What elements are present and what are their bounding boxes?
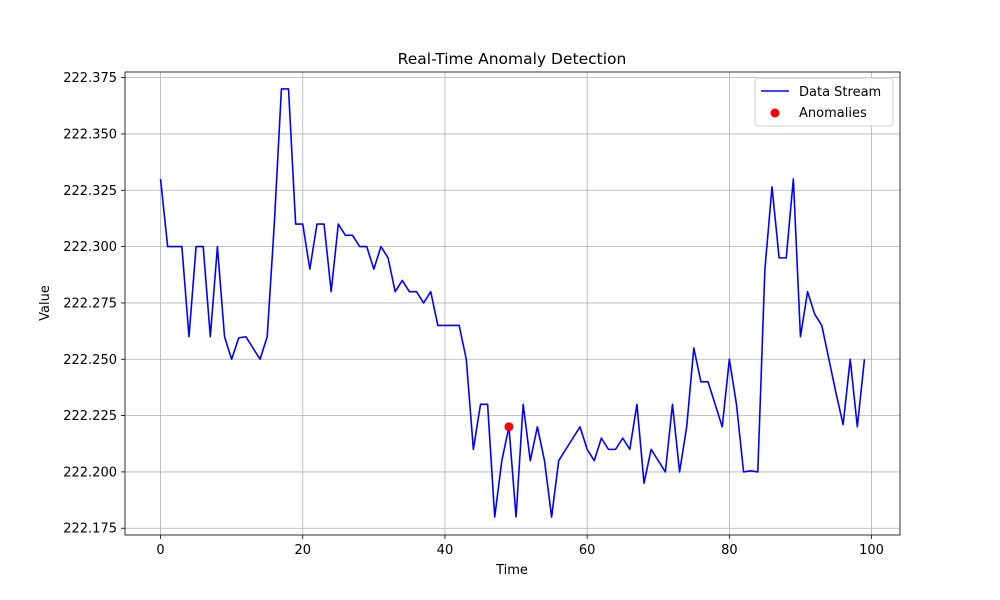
- x-axis-label: Time: [495, 563, 528, 578]
- y-tick-label: 222.325: [63, 184, 117, 199]
- x-tick-label: 60: [579, 543, 596, 558]
- y-tick-label: 222.225: [63, 409, 117, 424]
- anomaly-point: [504, 422, 514, 432]
- legend-marker-swatch: [770, 108, 780, 118]
- x-tick-label: 20: [294, 543, 311, 558]
- y-tick-label: 222.375: [63, 71, 117, 86]
- y-tick-label: 222.300: [63, 240, 117, 255]
- y-tick-label: 222.275: [63, 296, 117, 311]
- y-tick-label: 222.200: [63, 465, 117, 480]
- legend-label-data-stream: Data Stream: [799, 85, 881, 100]
- x-tick-label: 100: [859, 543, 884, 558]
- data-stream-line: [159, 88, 866, 518]
- x-tick-label: 0: [156, 543, 164, 558]
- legend: Data Stream Anomalies: [754, 77, 894, 127]
- y-tick-label: 222.350: [63, 127, 117, 142]
- y-tick-label: 222.175: [63, 522, 117, 537]
- x-axis: 0 20 40 60 80 100: [156, 535, 884, 558]
- x-tick-label: 80: [721, 543, 738, 558]
- y-tick-label: 222.250: [63, 353, 117, 368]
- x-tick-label: 40: [437, 543, 454, 558]
- y-axis-label: Value: [38, 285, 53, 321]
- series-layer: [159, 88, 866, 518]
- legend-label-anomalies: Anomalies: [799, 106, 867, 121]
- plot-frame: [124, 71, 901, 536]
- legend-box: [754, 77, 894, 127]
- chart-title: Real-Time Anomaly Detection: [398, 50, 627, 68]
- grid-lines: [125, 72, 900, 535]
- y-axis: 222.175 222.200 222.225 222.250 222.275 222.3…: [63, 71, 125, 537]
